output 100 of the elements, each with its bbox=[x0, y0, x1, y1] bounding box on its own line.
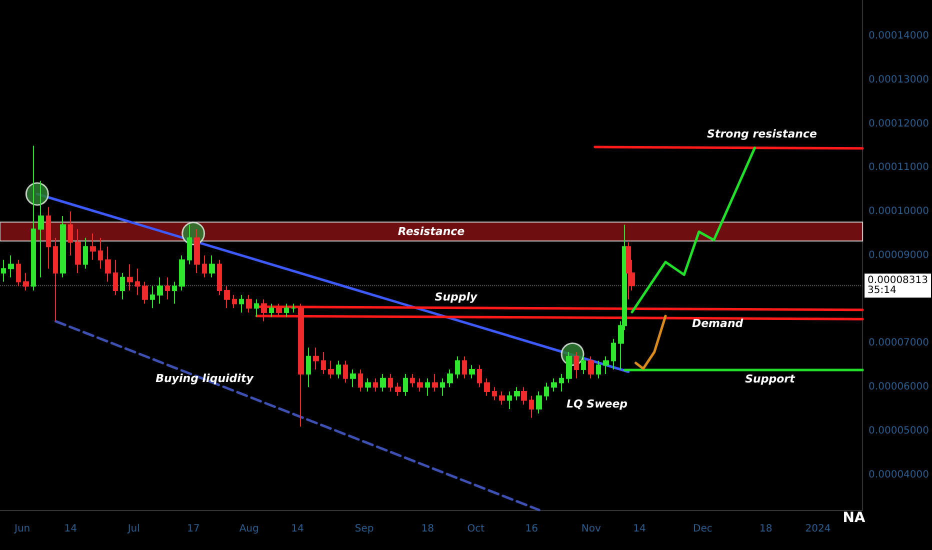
x-tick-label: Oct bbox=[467, 524, 485, 534]
candlestick bbox=[16, 259, 21, 287]
candlestick bbox=[194, 228, 200, 274]
x-tick-label: 14 bbox=[64, 524, 78, 534]
candlestick bbox=[410, 373, 415, 388]
candlestick bbox=[574, 351, 579, 379]
candlestick bbox=[150, 286, 155, 309]
candlestick bbox=[172, 281, 177, 304]
x-tick-label: Dec bbox=[693, 524, 712, 534]
candlestick bbox=[477, 364, 482, 388]
candlestick bbox=[462, 356, 467, 379]
candlestick bbox=[425, 378, 430, 396]
candlestick bbox=[588, 356, 594, 379]
candlestick bbox=[60, 215, 66, 278]
candlestick bbox=[313, 347, 319, 370]
band-label: Resistance bbox=[398, 225, 466, 238]
x-tick-label: 14 bbox=[291, 524, 304, 534]
candlestick bbox=[90, 232, 96, 260]
candlestick bbox=[284, 303, 289, 318]
x-tick-label: 16 bbox=[525, 524, 538, 534]
candlestick bbox=[68, 211, 73, 256]
y-tick-label: 0.00005000 bbox=[868, 426, 930, 436]
candlestick bbox=[98, 237, 103, 270]
candlestick bbox=[566, 351, 572, 384]
annotation: LQ Sweep bbox=[566, 398, 628, 410]
annotation: Support bbox=[745, 372, 796, 386]
x-tick-label: 2024 bbox=[805, 524, 831, 534]
candlestick bbox=[380, 373, 386, 392]
candlestick bbox=[521, 386, 527, 406]
candlestick bbox=[603, 356, 609, 374]
candlestick bbox=[202, 254, 207, 278]
candlestick bbox=[336, 360, 341, 379]
y-tick-label: 0.00007000 bbox=[868, 338, 930, 349]
y-tick-label: 0.00012000 bbox=[868, 118, 930, 130]
candlestick bbox=[373, 378, 378, 392]
candlestick bbox=[395, 382, 401, 396]
candlestick bbox=[46, 206, 51, 270]
y-tick-label: 0.00013000 bbox=[868, 74, 930, 86]
candlestick bbox=[261, 298, 267, 322]
x-tick-label: Nov bbox=[581, 524, 601, 534]
candlestick bbox=[31, 145, 36, 292]
candlestick bbox=[8, 254, 14, 278]
candlestick bbox=[254, 298, 259, 318]
candlestick bbox=[187, 224, 192, 265]
candlestick bbox=[179, 254, 185, 292]
candlestick bbox=[321, 351, 326, 374]
candlestick bbox=[417, 378, 423, 392]
candlestick bbox=[276, 303, 282, 318]
candlestick bbox=[232, 294, 237, 309]
line-series bbox=[630, 146, 756, 314]
candlestick bbox=[209, 254, 215, 278]
candlestick bbox=[113, 259, 118, 296]
x-tick-label: Jun bbox=[13, 524, 30, 534]
annotation: NA bbox=[842, 510, 866, 526]
candlestick bbox=[514, 386, 520, 401]
candlestick bbox=[350, 369, 356, 388]
candlestick bbox=[328, 360, 334, 379]
candlestick bbox=[484, 378, 490, 396]
candlestick bbox=[626, 242, 631, 300]
candlestick bbox=[536, 390, 542, 414]
candlestick bbox=[157, 276, 163, 304]
candlestick bbox=[298, 303, 304, 428]
candlestick bbox=[581, 356, 586, 374]
candlestick bbox=[455, 356, 460, 379]
candlestick bbox=[83, 237, 88, 270]
candlestick bbox=[447, 369, 453, 388]
candlestick bbox=[507, 390, 512, 410]
candlestick bbox=[38, 180, 44, 278]
annotation: Supply bbox=[434, 290, 478, 304]
candlestick bbox=[551, 378, 557, 392]
y-tick-label: 0.00006000 bbox=[868, 382, 930, 393]
candlestick bbox=[559, 373, 564, 392]
candlestick bbox=[75, 228, 81, 274]
candlestick bbox=[343, 360, 348, 384]
x-tick-label: Sep bbox=[354, 524, 374, 534]
candlestick bbox=[135, 268, 140, 296]
candlestick bbox=[165, 276, 170, 300]
candlestick bbox=[224, 286, 230, 309]
x-tick-label: Jul bbox=[126, 524, 140, 534]
candlestick bbox=[432, 373, 438, 392]
y-tick-label: 0.00014000 bbox=[868, 30, 930, 42]
candlestick bbox=[440, 378, 445, 396]
y-tick-label: 0.00011000 bbox=[868, 162, 930, 174]
candlestick bbox=[544, 382, 549, 401]
candlestick bbox=[53, 237, 58, 322]
annotation: Demand bbox=[692, 316, 744, 330]
candlestick bbox=[306, 347, 311, 388]
candlestick bbox=[365, 378, 371, 392]
ref-line-label: 0.00008313 35:14 bbox=[868, 275, 928, 296]
candlestick bbox=[1, 259, 6, 282]
candlestick bbox=[120, 272, 125, 300]
y-tick-label: 0.00010000 bbox=[868, 206, 930, 218]
annotation: Strong resistance bbox=[707, 128, 818, 140]
x-tick-label: Aug bbox=[239, 524, 259, 534]
candlestick bbox=[269, 303, 274, 318]
x-tick-label: 14 bbox=[633, 524, 646, 534]
candlestick bbox=[388, 373, 393, 392]
candlestick bbox=[611, 338, 616, 370]
candlestick bbox=[291, 303, 296, 313]
candlestick bbox=[217, 259, 222, 296]
